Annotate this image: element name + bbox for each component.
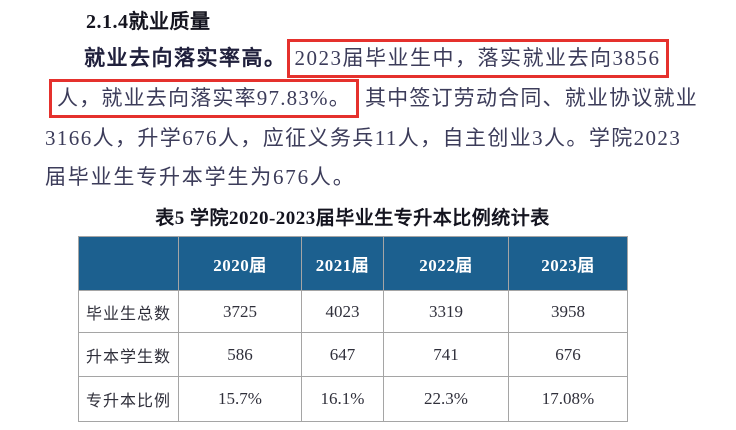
table-cell: 676 — [508, 332, 628, 377]
table-cell: 16.1% — [301, 376, 384, 422]
paragraph-line-2-rest: 其中签订劳动合同、就业协议就业 — [364, 86, 698, 110]
lead-bold-text: 就业去向落实率高。 — [84, 46, 287, 70]
table-cell: 15.7% — [178, 376, 302, 422]
paragraph-line-3: 3166人，升学676人，应征义务兵11人，自主创业3人。学院2023 — [45, 126, 682, 150]
paragraph-line-4: 届毕业生专升本学生为676人。 — [45, 165, 356, 189]
header-cell-2021: 2021届 — [301, 236, 384, 291]
row-label: 升本学生数 — [78, 332, 179, 377]
statistics-table: 2020届 2021届 2022届 2023届 毕业生总数 3725 4023 … — [78, 236, 628, 422]
header-cell-empty — [78, 236, 179, 291]
table-row: 毕业生总数 3725 4023 3319 3958 — [78, 290, 628, 333]
table-cell: 3725 — [178, 290, 302, 333]
table-cell: 4023 — [301, 290, 384, 333]
paragraph-line-1: 就业去向落实率高。 2023届毕业生中，落实就业去向3856 — [84, 39, 669, 78]
paragraph-line-2: 人，就业去向落实率97.83%。 其中签订劳动合同、就业协议就业 — [49, 79, 698, 118]
table-title: 表5 学院2020-2023届毕业生专升本比例统计表 — [155, 208, 550, 229]
table-cell: 586 — [178, 332, 302, 377]
row-label: 毕业生总数 — [78, 290, 179, 333]
highlight-box-1: 2023届毕业生中，落实就业去向3856 — [286, 39, 669, 78]
table-header-row: 2020届 2021届 2022届 2023届 — [78, 236, 628, 291]
header-cell-2023: 2023届 — [508, 236, 628, 291]
table-row: 升本学生数 586 647 741 676 — [78, 332, 628, 377]
table-cell: 22.3% — [383, 376, 509, 422]
table-cell: 17.08% — [508, 376, 628, 422]
table-row: 专升本比例 15.7% 16.1% 22.3% 17.08% — [78, 376, 628, 422]
header-cell-2020: 2020届 — [178, 236, 302, 291]
table-cell: 741 — [383, 332, 509, 377]
table-cell: 3319 — [383, 290, 509, 333]
section-heading: 2.1.4就业质量 — [86, 11, 211, 33]
table-cell: 3958 — [508, 290, 628, 333]
table-cell: 647 — [301, 332, 384, 377]
highlight-box-2: 人，就业去向落实率97.83%。 — [49, 79, 359, 118]
row-label: 专升本比例 — [78, 376, 179, 422]
header-cell-2022: 2022届 — [383, 236, 509, 291]
